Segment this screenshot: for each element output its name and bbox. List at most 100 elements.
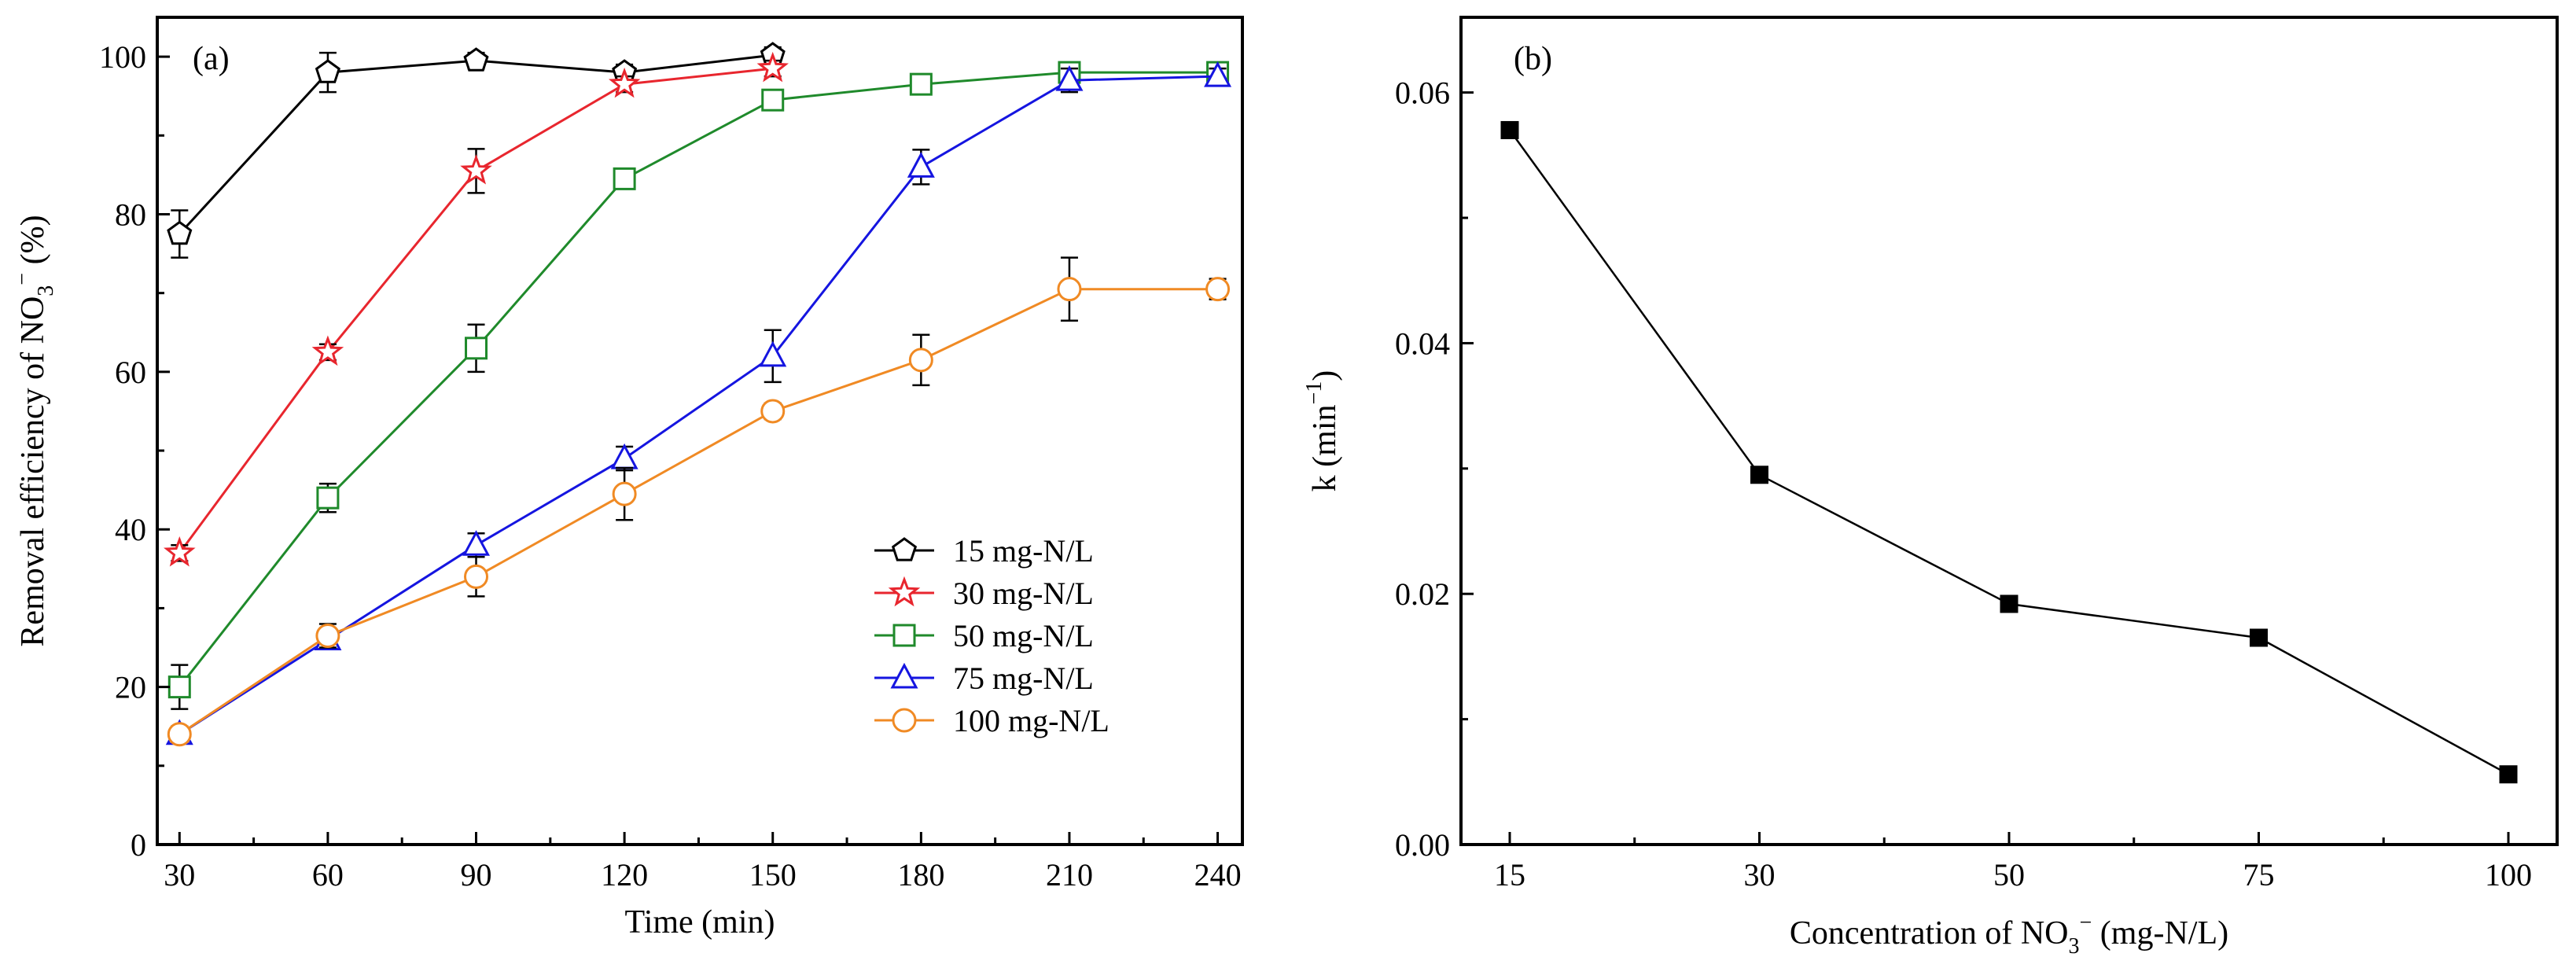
panel-a-x-tick-label: 60 [312, 857, 344, 893]
legend-label: 15 mg-N/L [953, 533, 1094, 569]
series-line [178, 67, 773, 554]
panel-a-y-tick-label: 0 [131, 827, 146, 863]
data-point [759, 340, 787, 367]
data-point [760, 399, 786, 424]
panel-b-x-tick-label: 75 [2243, 857, 2275, 893]
data-point [612, 481, 637, 506]
panel-b-frame [1459, 16, 2559, 846]
series-100-mg-n-l [167, 256, 1231, 747]
panel-b-y-tick-label: 0.00 [1395, 827, 1450, 863]
legend-marker [890, 662, 918, 689]
data-point [610, 443, 638, 469]
panel-b-y-axis-title: k (min−1) [1302, 370, 1343, 492]
data-point [613, 167, 636, 190]
panel-a-x-tick-label: 180 [897, 857, 944, 893]
data-point [167, 675, 191, 699]
panel-a-x-tick-label: 210 [1046, 857, 1093, 893]
data-point [756, 51, 789, 83]
k-data-point [2000, 594, 2018, 613]
panel-a-x-tick-label: 30 [164, 857, 195, 893]
data-point [465, 337, 488, 360]
k-data-point [1750, 466, 1768, 484]
data-point [908, 348, 933, 373]
panel-b-x-title-sup: − [2080, 911, 2092, 935]
panel-b-series-group [1500, 120, 2518, 784]
panel-b-y-tick-label: 0.04 [1395, 326, 1450, 361]
panel-a-y-title-sup: − [10, 273, 35, 285]
panel-a-y-tick-label: 20 [115, 670, 146, 705]
panel-b-x-axis-title: Concentration of NO3− (mg-N/L) [1790, 911, 2228, 959]
panel-b-y-title-tail: ) [1307, 370, 1343, 381]
series-30-mg-n-l [164, 51, 789, 567]
data-point [167, 220, 193, 245]
legend-label: 75 mg-N/L [953, 661, 1094, 696]
data-point [164, 536, 196, 567]
data-point [315, 623, 340, 648]
panel-a-y-tick-label: 60 [115, 355, 146, 390]
legend-entry: 30 mg-N/L [874, 576, 1094, 611]
panel-b: 0.00 0.02 0.04 0.06 15 30 50 75 100 (b) Concentr… [1302, 16, 2559, 959]
legend-label: 100 mg-N/L [953, 703, 1110, 738]
k-data-point [2250, 628, 2268, 647]
panel-a: 0 20 40 60 80 100 30 60 90 120 150 180 210 240 (a) Ti… [10, 16, 1244, 940]
panel-a-x-tick-label: 90 [461, 857, 492, 893]
panel-a-x-tick-label: 150 [749, 857, 797, 893]
panel-b-x-tick-label: 100 [2485, 857, 2532, 893]
series-line [178, 75, 1218, 735]
data-point [311, 335, 344, 366]
panel-a-legend: 15 mg-N/L 30 mg-N/L 50 mg-N/L 75 mg-N/L 100 … [874, 533, 1110, 738]
panel-a-ticks: 0 20 40 60 80 100 30 60 90 120 150 180 210 240 [99, 39, 1242, 893]
panel-b-x-tick-label: 30 [1744, 857, 1776, 893]
data-point [460, 154, 492, 185]
panel-b-plot-area: 0.00 0.02 0.04 0.06 15 30 50 75 100 [1395, 16, 2559, 893]
series-line [178, 288, 1218, 735]
legend-entry: 100 mg-N/L [874, 703, 1110, 738]
series-line [178, 53, 773, 235]
data-point [167, 722, 192, 747]
data-point [608, 67, 641, 98]
panel-a-series-group [164, 42, 1232, 747]
data-point [1204, 61, 1232, 87]
panel-a-y-title-main: Removal efficiency of NO [15, 296, 51, 647]
panel-a-y-tick-label: 40 [115, 512, 146, 547]
data-point [315, 59, 340, 83]
legend-label: 30 mg-N/L [953, 576, 1094, 611]
panel-b-y-title-sup: −1 [1302, 381, 1327, 405]
k-data-point [2499, 765, 2518, 784]
panel-b-x-title-sub: 3 [2069, 934, 2080, 959]
data-point [316, 486, 340, 510]
panel-b-y-tick-label: 0.02 [1395, 576, 1450, 612]
data-point [464, 564, 489, 589]
panel-a-y-axis-title: Removal efficiency of NO3− (%) [10, 215, 58, 646]
legend-entry: 15 mg-N/L [874, 533, 1094, 569]
panel-a-tag: (a) [193, 41, 230, 77]
data-point [1055, 64, 1084, 91]
legend-marker [892, 708, 917, 733]
data-point [907, 152, 935, 178]
data-point [463, 47, 489, 72]
panel-b-x-title-main: Concentration of NO [1790, 915, 2069, 951]
legend-entry: 50 mg-N/L [874, 618, 1094, 653]
legend-label: 50 mg-N/L [953, 618, 1094, 653]
legend-marker [888, 576, 921, 607]
data-point [761, 88, 785, 112]
k-series-line [1508, 129, 2509, 775]
k-data-point [1500, 120, 1519, 139]
data-point [1205, 277, 1231, 302]
series-50-mg-n-l [167, 61, 1230, 710]
panel-b-y-tick-label: 0.06 [1395, 75, 1450, 111]
series-line [178, 71, 1218, 688]
panel-b-ticks: 0.00 0.02 0.04 0.06 15 30 50 75 100 [1395, 75, 2532, 893]
panel-a-x-tick-label: 120 [601, 857, 648, 893]
legend-marker [892, 624, 916, 647]
panel-a-plot-area: 0 20 40 60 80 100 30 60 90 120 150 180 210 240 [99, 16, 1244, 893]
panel-a-x-tick-label: 240 [1194, 857, 1242, 893]
data-point [462, 530, 491, 556]
panel-b-x-title-tail: (mg-N/L) [2092, 915, 2228, 951]
panel-a-y-tick-label: 80 [115, 197, 146, 232]
panel-b-tag: (b) [1514, 41, 1552, 77]
panel-b-x-tick-label: 15 [1494, 857, 1525, 893]
panel-a-x-axis-title: Time (min) [625, 904, 775, 940]
legend-entry: 75 mg-N/L [874, 661, 1094, 696]
